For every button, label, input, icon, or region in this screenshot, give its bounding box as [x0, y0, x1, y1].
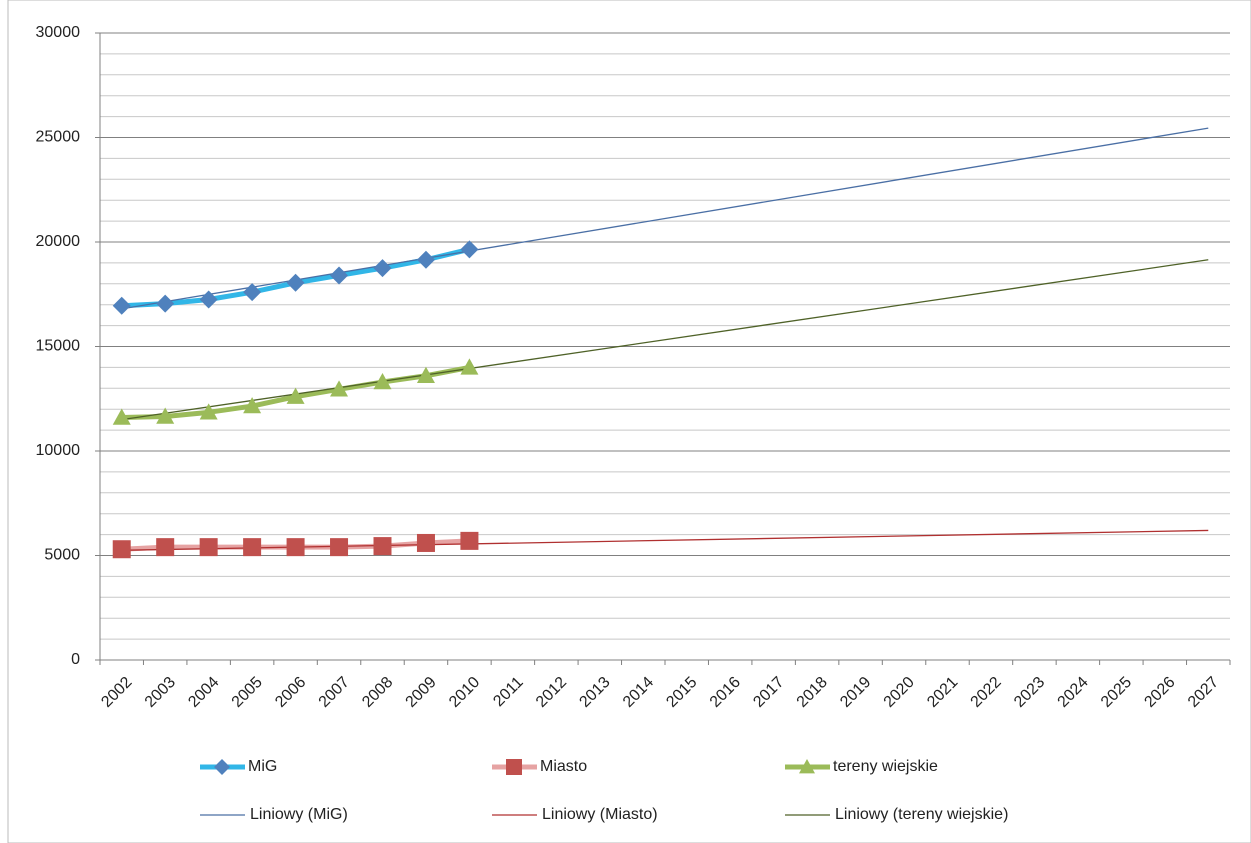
y-tick-label: 5000 [44, 547, 80, 564]
marker [373, 259, 392, 278]
legend-label: Liniowy (MiG) [250, 806, 348, 823]
marker [416, 533, 435, 552]
marker [156, 294, 175, 313]
legend-label: Miasto [540, 758, 587, 775]
marker [506, 759, 522, 775]
marker [330, 266, 349, 285]
marker [112, 540, 131, 559]
marker [460, 531, 479, 550]
marker [286, 273, 305, 292]
legend-label: Liniowy (tereny wiejskie) [835, 806, 1008, 823]
y-tick-label: 10000 [36, 442, 81, 459]
marker [243, 397, 262, 414]
y-tick-label: 30000 [36, 24, 81, 41]
marker [243, 538, 262, 557]
y-tick-label: 0 [71, 651, 80, 668]
y-tick-label: 25000 [36, 129, 81, 146]
legend-label: tereny wiejskie [833, 758, 938, 775]
legend-label: MiG [248, 758, 277, 775]
marker [156, 407, 175, 424]
marker [799, 759, 815, 774]
trend-line [121, 259, 1209, 421]
marker [199, 538, 218, 557]
marker [286, 387, 305, 404]
marker [373, 373, 392, 390]
marker [286, 538, 305, 557]
marker [416, 250, 435, 269]
marker [112, 296, 131, 315]
marker [330, 538, 349, 557]
marker [214, 759, 230, 775]
chart-frame [7, 0, 1251, 843]
marker [243, 283, 262, 302]
marker [330, 380, 349, 397]
marker [112, 408, 131, 425]
marker [416, 366, 435, 383]
marker [156, 538, 175, 557]
y-tick-label: 20000 [36, 233, 81, 250]
marker [460, 240, 479, 259]
marker [460, 358, 479, 375]
y-tick-label: 15000 [36, 338, 81, 355]
legend-label: Liniowy (Miasto) [542, 806, 658, 823]
marker [199, 290, 218, 309]
marker [373, 537, 392, 556]
trend-line [121, 127, 1209, 310]
marker [199, 403, 218, 420]
